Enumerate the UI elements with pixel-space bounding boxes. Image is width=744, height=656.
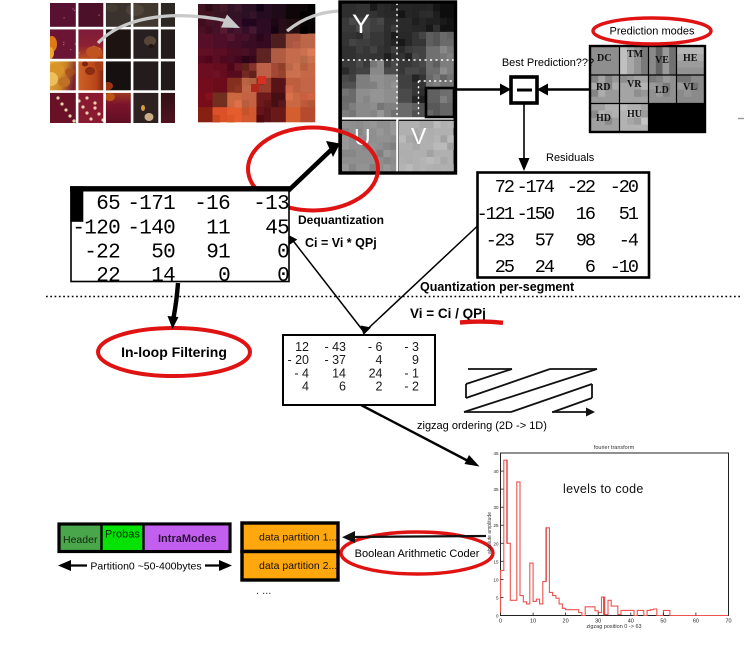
svg-text:10: 10	[530, 619, 536, 625]
svg-text:60: 60	[693, 619, 699, 625]
svg-text:45: 45	[493, 451, 499, 456]
svg-text:- 6: - 6	[368, 340, 383, 354]
svg-text:LD: LD	[655, 85, 669, 96]
svg-text:-4: -4	[619, 231, 639, 252]
svg-text:24: 24	[535, 257, 555, 278]
svg-text:14: 14	[151, 265, 175, 288]
svg-text:45: 45	[265, 218, 289, 241]
svg-text:absolute amplitude: absolute amplitude	[487, 512, 493, 554]
svg-text:- 37: - 37	[324, 353, 346, 367]
svg-text:-140: -140	[127, 218, 175, 241]
svg-text:5: 5	[496, 595, 499, 600]
svg-text:Residuals: Residuals	[546, 152, 595, 164]
svg-text:-20: -20	[610, 177, 638, 198]
svg-text:- 3: - 3	[404, 340, 419, 354]
svg-text:20: 20	[563, 619, 569, 625]
svg-text:12: 12	[295, 340, 309, 354]
svg-text:- 43: - 43	[324, 340, 346, 354]
svg-text:- 2: - 2	[404, 380, 419, 394]
svg-text:0: 0	[499, 619, 502, 625]
svg-text:24: 24	[369, 367, 383, 381]
svg-text:72: 72	[495, 177, 514, 198]
svg-text:4: 4	[302, 380, 309, 394]
svg-text:0: 0	[277, 265, 289, 288]
svg-text:57: 57	[535, 231, 554, 252]
svg-text:Quantization per-segment: Quantization per-segment	[420, 280, 575, 294]
svg-text:30: 30	[595, 619, 601, 625]
svg-text:30: 30	[493, 505, 499, 510]
svg-text:Dequantization: Dequantization	[298, 213, 384, 227]
svg-text:HE: HE	[683, 53, 698, 64]
svg-text:RD: RD	[596, 82, 610, 93]
svg-text:40: 40	[493, 469, 499, 474]
svg-text:HD: HD	[596, 113, 611, 124]
svg-text:HU: HU	[627, 109, 642, 120]
svg-text:Partition0 ~50-400bytes: Partition0 ~50-400bytes	[90, 561, 201, 573]
svg-text:0: 0	[218, 265, 230, 288]
svg-text:Best Prediction???: Best Prediction???	[502, 57, 594, 69]
svg-text:zigzag position 0 -> 63: zigzag position 0 -> 63	[586, 624, 641, 630]
svg-text:6: 6	[339, 380, 346, 394]
svg-text:25: 25	[495, 257, 514, 278]
svg-text:-23: -23	[486, 231, 514, 252]
svg-text:-22: -22	[567, 177, 595, 198]
svg-text:35: 35	[493, 487, 499, 492]
svg-text:- 20: - 20	[287, 353, 309, 367]
svg-text:Probas: Probas	[105, 529, 140, 541]
svg-text:. ...: . ...	[256, 585, 271, 597]
svg-text:Ci = Vi * QPj: Ci = Vi * QPj	[305, 236, 377, 250]
svg-text:data partition 2...: data partition 2...	[259, 560, 337, 572]
svg-text:DC: DC	[597, 53, 611, 64]
svg-text:In-loop Filtering: In-loop Filtering	[121, 344, 227, 360]
svg-text:- 1: - 1	[404, 367, 419, 381]
svg-text:0: 0	[277, 242, 289, 265]
svg-text:-174: -174	[517, 177, 555, 198]
svg-text:91: 91	[206, 242, 230, 265]
svg-text:-120: -120	[72, 218, 120, 241]
svg-text:V: V	[411, 123, 427, 149]
svg-text:VE: VE	[655, 55, 669, 66]
svg-text:2: 2	[376, 380, 383, 394]
svg-text:VL: VL	[683, 82, 697, 93]
svg-text:25: 25	[493, 523, 499, 528]
svg-text:9: 9	[412, 353, 419, 367]
svg-text:TM: TM	[627, 49, 644, 60]
svg-text:fourier transform: fourier transform	[594, 445, 635, 451]
svg-text:Prediction modes: Prediction modes	[610, 26, 695, 38]
svg-text:51: 51	[619, 204, 639, 225]
svg-text:- 4: - 4	[294, 367, 309, 381]
svg-text:98: 98	[576, 231, 595, 252]
svg-text:4: 4	[376, 353, 383, 367]
svg-text:Header: Header	[63, 534, 98, 546]
svg-text:70: 70	[725, 619, 731, 625]
svg-text:-171: -171	[127, 193, 175, 216]
svg-text:50: 50	[151, 242, 175, 265]
svg-text:65: 65	[96, 193, 120, 216]
svg-text:22: 22	[96, 265, 120, 288]
svg-text:40: 40	[628, 619, 634, 625]
svg-text:-150: -150	[517, 204, 554, 225]
svg-text:-13: -13	[253, 193, 289, 216]
svg-text:10: 10	[493, 577, 499, 582]
svg-text:50: 50	[660, 619, 666, 625]
svg-text:Y: Y	[352, 9, 370, 39]
svg-text:16: 16	[576, 204, 595, 225]
svg-text:-121: -121	[477, 204, 515, 225]
svg-text:20: 20	[493, 541, 499, 546]
svg-text:15: 15	[493, 559, 499, 564]
svg-text:data partition 1...: data partition 1...	[259, 532, 337, 544]
svg-text:11: 11	[206, 218, 230, 241]
svg-text:IntraModes: IntraModes	[158, 533, 217, 545]
svg-text:VR: VR	[627, 79, 642, 90]
svg-text:0: 0	[496, 614, 499, 619]
svg-text:14: 14	[332, 367, 346, 381]
svg-text:-10: -10	[610, 257, 638, 278]
svg-text:-16: -16	[194, 193, 230, 216]
svg-text:Boolean Arithmetic Coder: Boolean Arithmetic Coder	[355, 548, 480, 560]
svg-text:-22: -22	[84, 242, 120, 265]
svg-text:zigzag ordering (2D -> 1D): zigzag ordering (2D -> 1D)	[417, 420, 547, 432]
svg-text:levels to code: levels to code	[563, 482, 644, 496]
svg-text:Vi = Ci / QPj: Vi = Ci / QPj	[410, 306, 486, 321]
svg-text:6: 6	[585, 257, 595, 278]
